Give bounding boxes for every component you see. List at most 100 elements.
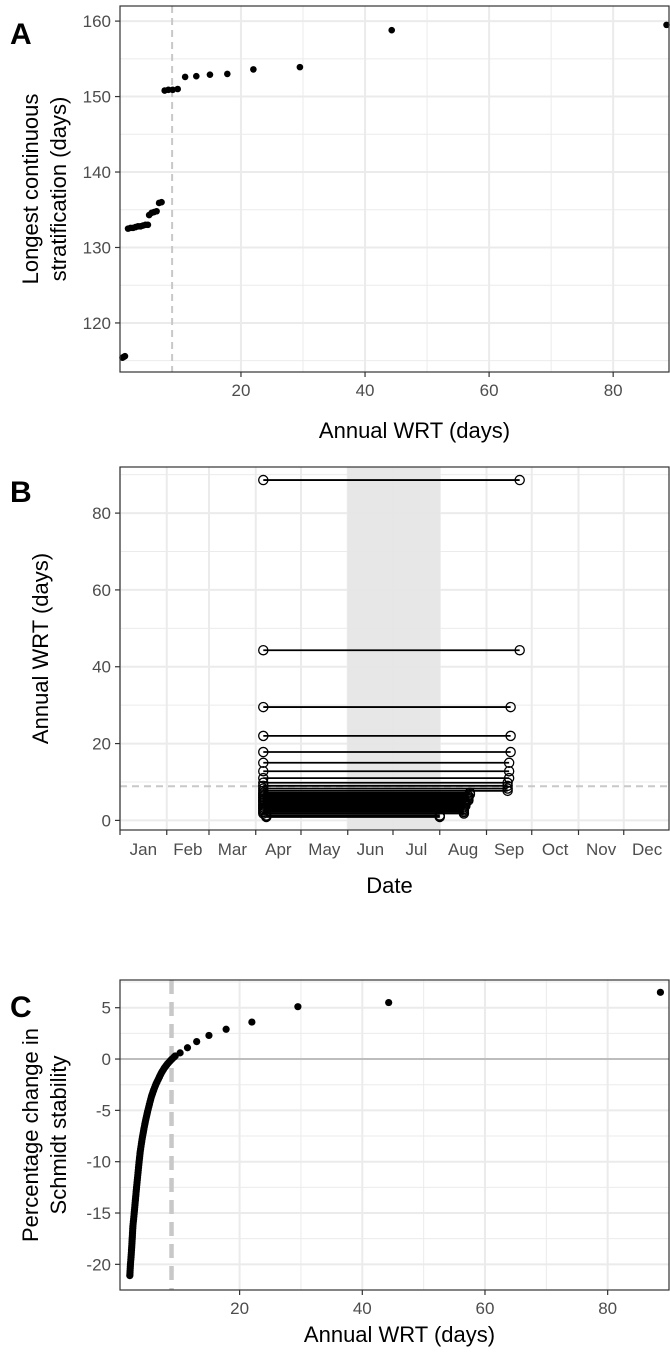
y-tick-label: 40: [92, 658, 111, 677]
y-tick-label: 0: [102, 811, 111, 830]
dumbbell-start-point: [258, 757, 269, 769]
dumbbell-end-point: [502, 785, 513, 797]
data-point: [153, 207, 160, 215]
y-tick-label: 130: [83, 238, 111, 257]
month-label: Jan: [130, 840, 157, 859]
month-label: Jul: [406, 840, 428, 859]
data-point: [250, 66, 257, 73]
y-tick-label: 60: [92, 581, 111, 600]
data-point: [385, 998, 393, 1007]
y-tick-label: 0: [102, 1050, 111, 1069]
y-tick-label: 5: [102, 999, 111, 1018]
data-point: [121, 352, 129, 360]
dumbbell-end-point: [505, 730, 516, 742]
panel-label: C: [10, 991, 32, 1024]
panel-border: [119, 466, 670, 831]
x-axis-title: Annual WRT (days): [319, 418, 510, 443]
x-tick-label: 40: [356, 381, 375, 400]
panel-c: 5 0 -5 -10 -15 -20 20 40 60 80 Annual WRT (days) Pe…: [10, 979, 670, 1347]
data-point: [296, 63, 304, 71]
dumbbell-end-point: [514, 644, 525, 656]
y-tick-label: 20: [92, 735, 111, 754]
y-tick-label: -5: [96, 1101, 111, 1120]
dumbbell-start-point: [258, 765, 269, 777]
data-point: [205, 1031, 213, 1040]
y-axis-title: Annual WRT (days): [28, 553, 53, 744]
panel-border: [119, 979, 670, 1291]
y-tick-label: 150: [83, 88, 111, 107]
panel-background: [120, 980, 669, 1290]
dumbbell-start-point: [258, 730, 269, 742]
data-point: [181, 73, 189, 81]
data-point: [193, 72, 200, 80]
y-axis-title: Longest continuous stratification (days): [18, 94, 71, 285]
dumbbell-end-point: [503, 757, 515, 769]
dumbbell-end-point: [514, 474, 525, 486]
month-label: Jun: [357, 840, 384, 859]
dumbbell-end-point: [505, 746, 516, 758]
x-tick-label: 20: [230, 1299, 249, 1318]
x-tick-label: 80: [604, 381, 623, 400]
month-label: Feb: [173, 840, 202, 859]
data-point: [158, 198, 165, 206]
y-axis-title-line: Schmidt stability: [46, 1056, 71, 1215]
panel-label: A: [10, 18, 32, 51]
dumbbell-start-point: [261, 811, 272, 823]
x-tick-label: 80: [598, 1299, 617, 1318]
panel-b: 0 20 40 60 80 Jan Feb Mar Apr May Jun Jul Aug Sep Oct N…: [10, 466, 670, 898]
x-tick-label: 20: [232, 381, 251, 400]
panel-a: 120 130 140 150 160 20 40 60 80 Annual WRT (days)…: [10, 5, 670, 443]
month-label: Dec: [632, 840, 663, 859]
data-point: [169, 86, 177, 94]
dumbbell-end-point: [505, 701, 516, 713]
y-axis-title-line: Percentage change in: [18, 1028, 43, 1242]
y-tick-label: 80: [92, 504, 111, 523]
data-point: [222, 1025, 230, 1033]
y-tick-label: -20: [86, 1255, 111, 1274]
x-tick-label: 60: [476, 1299, 495, 1318]
x-axis-title: Annual WRT (days): [304, 1322, 495, 1347]
dumbbell-end-point: [502, 777, 513, 789]
y-tick-label: 140: [83, 163, 111, 182]
y-tick-label: 120: [83, 314, 111, 333]
dumbbell-start-point: [258, 644, 269, 656]
dumbbell-end-point: [503, 765, 515, 777]
month-label: Mar: [218, 840, 248, 859]
dumbbell-start-point: [258, 808, 269, 819]
month-label: Sep: [494, 840, 524, 859]
dumbbell-start-point: [258, 701, 269, 713]
dumbbell-end-point: [458, 808, 470, 819]
month-label: May: [308, 840, 341, 859]
month-label: Oct: [542, 840, 569, 859]
x-axis-title: Date: [366, 873, 412, 898]
data-point: [193, 1037, 201, 1046]
y-tick-label: -15: [86, 1204, 111, 1223]
x-tick-label: 40: [353, 1299, 372, 1318]
y-axis-title: Percentage change in Schmidt stability: [18, 1028, 71, 1242]
data-point: [388, 26, 396, 34]
dumbbell-end-point: [503, 772, 515, 784]
dumbbell-end-point: [434, 811, 445, 823]
y-tick-label: -10: [86, 1153, 111, 1172]
month-label: Aug: [448, 840, 478, 859]
data-point: [144, 221, 152, 229]
data-point: [224, 70, 231, 78]
dumbbell-start-point: [258, 777, 269, 789]
data-point: [294, 1003, 302, 1011]
y-axis-title-line: Longest continuous: [18, 94, 43, 285]
panel-background: [120, 6, 669, 372]
dumbbell-start-point: [258, 746, 269, 758]
data-point: [206, 71, 214, 78]
data-point: [248, 1018, 256, 1026]
data-point: [183, 1044, 192, 1052]
y-tick-label: 160: [83, 12, 111, 31]
month-label: Nov: [586, 840, 617, 859]
shaded-period: [347, 467, 440, 830]
panel-label: B: [10, 476, 32, 509]
dumbbell-start-point: [258, 474, 269, 486]
data-point: [656, 988, 665, 996]
panel-border: [119, 5, 670, 373]
data-point: [174, 85, 181, 93]
x-tick-label: 60: [480, 381, 499, 400]
